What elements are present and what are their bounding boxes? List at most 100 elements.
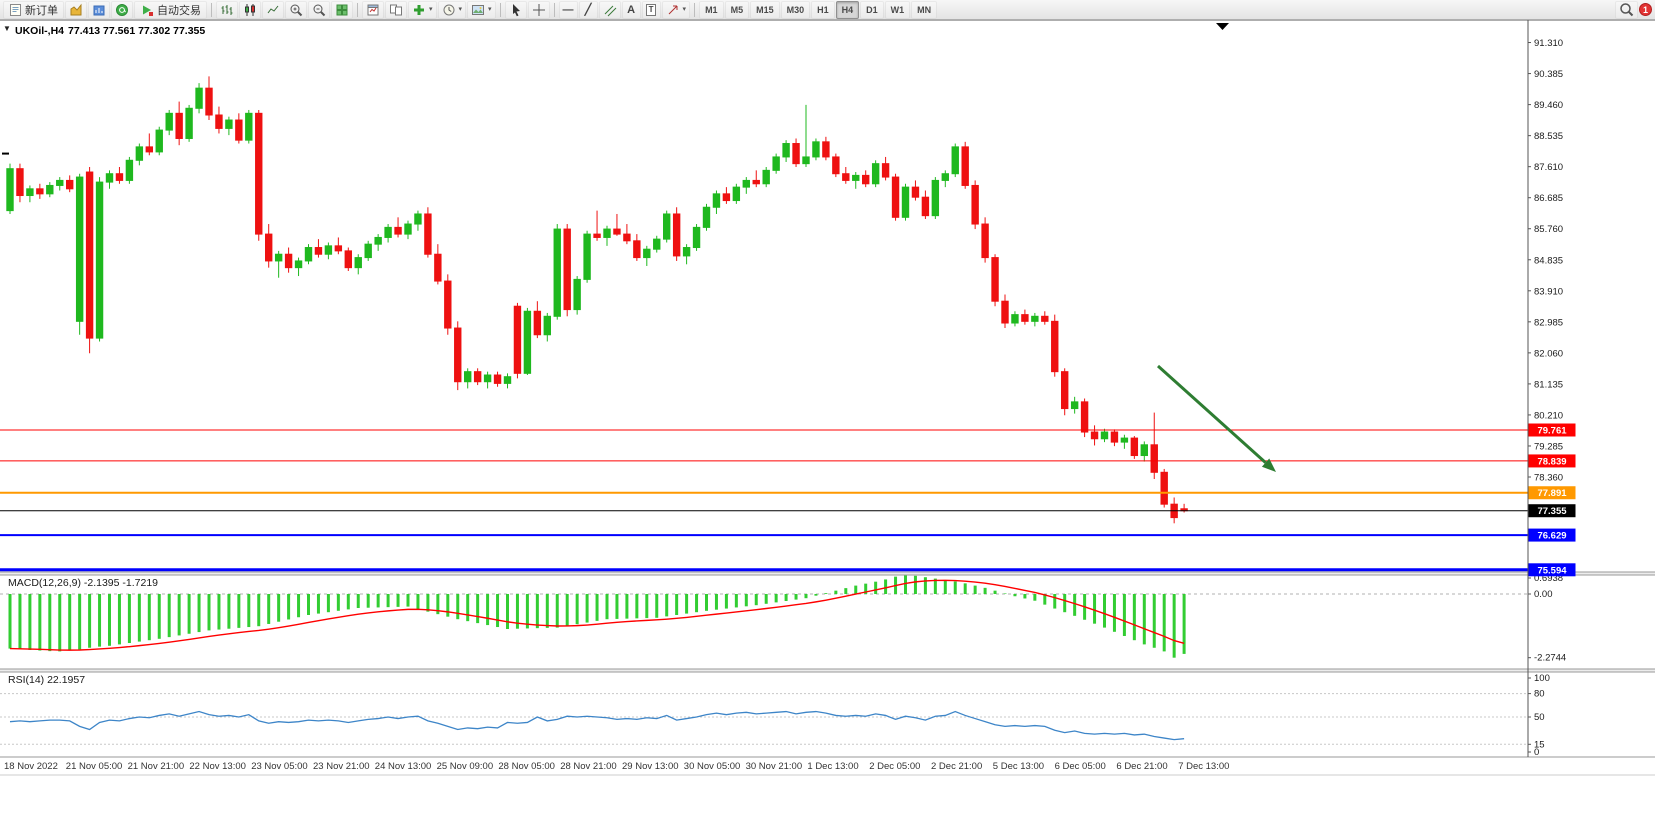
svg-text:79.761: 79.761	[1537, 426, 1567, 437]
market-watch-button[interactable]	[88, 0, 110, 19]
label-tool-button[interactable]: T	[641, 0, 661, 19]
templates-button[interactable]: ▾	[467, 0, 496, 19]
channel-icon	[604, 5, 616, 16]
crosshair-tool-button[interactable]	[527, 0, 550, 19]
svg-text:23 Nov 05:00: 23 Nov 05:00	[251, 761, 308, 772]
timeframe-mn-button[interactable]: MN	[911, 0, 938, 19]
svg-text:78.360: 78.360	[1534, 473, 1563, 484]
svg-text:22 Nov 13:00: 22 Nov 13:00	[189, 761, 246, 772]
dropdown-caret-icon: ▾	[429, 5, 433, 13]
candlestick-chart-button[interactable]	[239, 0, 261, 19]
notification-badge[interactable]: 1	[1639, 3, 1652, 16]
charts-button[interactable]	[65, 0, 87, 19]
template-picture-icon	[472, 4, 485, 15]
svg-text:85.760: 85.760	[1534, 224, 1563, 235]
svg-text:30 Nov 21:00: 30 Nov 21:00	[746, 761, 803, 772]
svg-text:18 Nov 2022: 18 Nov 2022	[4, 761, 58, 772]
timeframe-m5-button[interactable]: M5	[724, 0, 750, 19]
svg-text:89.460: 89.460	[1534, 100, 1563, 111]
timeframe-m15-button[interactable]: M15	[750, 0, 780, 19]
dropdown-caret-icon: ▾	[682, 5, 687, 13]
toolbar-separator	[553, 2, 555, 17]
macd-layer	[0, 574, 1528, 658]
toolbar-separator	[694, 2, 696, 17]
text-tool-icon: A	[627, 3, 636, 16]
svg-text:7 Dec 13:00: 7 Dec 13:00	[1178, 761, 1229, 772]
svg-text:90.385: 90.385	[1534, 69, 1563, 80]
svg-text:82.060: 82.060	[1534, 348, 1563, 359]
svg-text:81.135: 81.135	[1534, 379, 1563, 390]
horizontal-line-icon: —	[562, 3, 574, 16]
svg-text:100: 100	[1534, 673, 1550, 684]
dropdown-caret-icon: ▾	[488, 5, 492, 13]
auto-trading-label: 自动交易	[157, 4, 201, 17]
svg-text:80.210: 80.210	[1534, 410, 1563, 421]
hline-objects-layer	[0, 429, 1528, 572]
shapes-tool-button[interactable]: ▾	[661, 0, 691, 19]
svg-text:23 Nov 21:00: 23 Nov 21:00	[313, 761, 370, 772]
line-chart-button[interactable]	[262, 0, 284, 19]
timeframe-d1-button[interactable]: D1	[860, 0, 884, 19]
svg-text:0.6938: 0.6938	[1534, 573, 1563, 584]
svg-text:29 Nov 13:00: 29 Nov 13:00	[622, 761, 679, 772]
svg-text:87.610: 87.610	[1534, 162, 1563, 173]
cursor-tool-button[interactable]	[504, 0, 527, 19]
new-order-icon	[10, 3, 21, 16]
market-watch-icon	[93, 5, 105, 15]
search-icon	[1620, 3, 1634, 17]
new-order-button[interactable]: 新订单	[3, 0, 64, 19]
timeframe-h4-button[interactable]: H4	[835, 0, 860, 19]
trendline-icon: ╱	[584, 3, 592, 16]
bar-chart-icon	[221, 4, 233, 15]
svg-text:24 Nov 13:00: 24 Nov 13:00	[375, 761, 432, 772]
price-tags-layer: 79.761 78.839 77.891 77.355 76.629 75.594	[1528, 423, 1576, 577]
svg-text:2 Dec 21:00: 2 Dec 21:00	[931, 761, 982, 772]
chart-header: UKOil-,H4 77.413 77.561 77.302 77.355	[15, 25, 209, 37]
svg-text:0.00: 0.00	[1534, 589, 1553, 600]
timeframe-m1-button[interactable]: M1	[699, 0, 724, 19]
svg-text:2 Dec 05:00: 2 Dec 05:00	[869, 761, 920, 772]
zoom-out-icon	[313, 4, 326, 16]
line-chart-icon	[267, 5, 279, 13]
auto-trading-button[interactable]: 自动交易	[134, 0, 207, 19]
auto-trading-icon	[143, 5, 153, 16]
main-toolbar: 新订单 自动交易	[0, 0, 1655, 20]
zoom-in-icon	[290, 4, 303, 16]
search-button[interactable]	[1615, 0, 1638, 19]
horizontal-line-tool-button[interactable]: —	[558, 0, 578, 19]
bar-chart-button[interactable]	[216, 0, 238, 19]
arrange-windows-button[interactable]	[362, 0, 384, 19]
trendline-tool-button[interactable]: ╱	[578, 0, 598, 19]
candlestick-chart-icon	[245, 3, 255, 16]
zoom-in-button[interactable]	[285, 0, 307, 19]
timeframe-h1-button[interactable]: H1	[811, 0, 835, 19]
svg-text:28 Nov 05:00: 28 Nov 05:00	[498, 761, 555, 772]
community-button[interactable]	[111, 0, 133, 19]
svg-text:6 Dec 05:00: 6 Dec 05:00	[1055, 761, 1106, 772]
tile-windows-button[interactable]	[331, 0, 353, 19]
axes-layer[interactable]: 91.310 90.385 89.460 88.535 87.610 86.685 85.7…	[0, 20, 1655, 776]
chart-shift-marker	[1216, 23, 1229, 30]
timeframe-w1-button[interactable]: W1	[884, 0, 911, 19]
chart-ohlc-label: 77.413 77.561 77.302 77.355	[68, 25, 206, 37]
toolbar-separator	[211, 2, 212, 17]
svg-text:83.910: 83.910	[1534, 286, 1563, 297]
svg-text:91.310: 91.310	[1534, 38, 1563, 49]
clock-icon	[443, 4, 455, 15]
cascade-windows-button[interactable]	[385, 0, 407, 19]
text-tool-button[interactable]: A	[621, 0, 641, 19]
new-order-label: 新订单	[25, 4, 58, 17]
add-indicator-button[interactable]: ▾	[408, 0, 437, 19]
one-click-trading-arrow[interactable]: ▼	[3, 24, 11, 33]
periods-button[interactable]: ▾	[437, 0, 467, 19]
timeframe-m30-button[interactable]: M30	[780, 0, 811, 19]
svg-text:78.839: 78.839	[1537, 456, 1566, 467]
svg-text:30 Nov 05:00: 30 Nov 05:00	[684, 761, 741, 772]
macd-label: MACD(12,26,9) -2.1395 -1.7219	[8, 577, 158, 589]
channel-tool-button[interactable]	[598, 0, 621, 19]
zoom-out-button[interactable]	[308, 0, 330, 19]
rsi-label: RSI(14) 22.1957	[8, 674, 86, 686]
